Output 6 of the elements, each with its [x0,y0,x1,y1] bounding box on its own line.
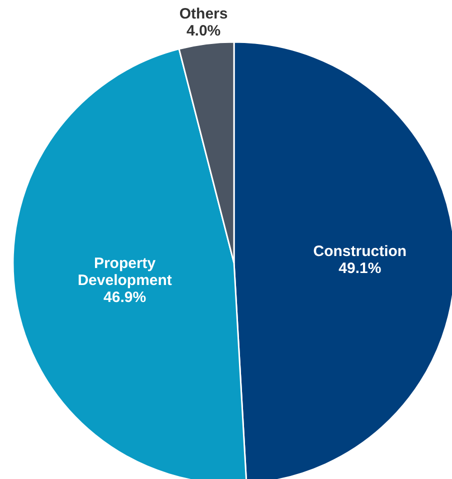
slice-label: Others [179,5,228,22]
data-label: 49.1% [338,260,382,277]
slice-label: Property Development [78,254,172,289]
slice-label: Construction [313,242,407,260]
data-label: 46.9% [104,288,146,306]
data-label: 4.0% [186,22,221,40]
